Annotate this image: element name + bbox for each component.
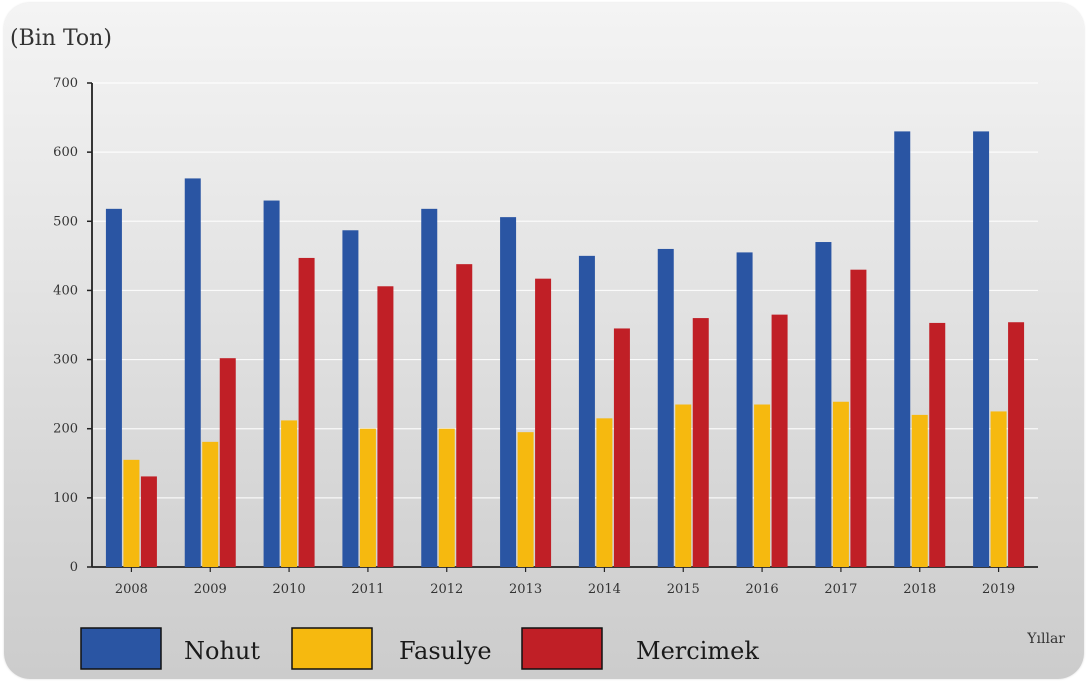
bar-nohut-2015 (657, 248, 674, 567)
bar-nohut-2011 (342, 230, 359, 567)
legend: Nohut Fasulye Mercimek (80, 627, 759, 670)
bar-mercimek-2013 (535, 278, 552, 567)
y-tick-label: 200 (53, 422, 78, 437)
grid-lines (92, 82, 1038, 499)
y-tick-label: 100 (53, 491, 78, 506)
bar-nohut-2016 (736, 252, 753, 567)
tick-labels: 0 100 200 300 400 500 600 700 2008 2009 2010 2011 20… (53, 76, 1015, 597)
x-tick-label: 2019 (982, 582, 1015, 597)
bar-fasulye-2010 (281, 420, 298, 567)
bar-fasulye-2014 (596, 418, 613, 567)
y-tick-label: 500 (53, 214, 78, 229)
bar-chart: 0 100 200 300 400 500 600 700 2008 2009 2010 2011 20… (10, 26, 1065, 670)
bar-nohut-2019 (973, 131, 990, 567)
x-tick-label: 2015 (667, 582, 700, 597)
bar-mercimek-2010 (298, 257, 315, 567)
bar-mercimek-2014 (613, 328, 630, 567)
x-tick-label: 2016 (746, 582, 779, 597)
x-tick-label: 2008 (115, 582, 148, 597)
bar-fasulye-2017 (832, 401, 849, 567)
x-tick-label: 2014 (588, 582, 621, 597)
bar-fasulye-2015 (675, 404, 692, 567)
bar-mercimek-2017 (850, 269, 867, 567)
bar-fasulye-2009 (202, 441, 219, 567)
x-tick-label: 2011 (351, 582, 384, 597)
bar-nohut-2008 (105, 208, 122, 567)
bar-fasulye-2008 (123, 459, 140, 567)
bar-nohut-2017 (815, 242, 832, 567)
bar-fasulye-2018 (911, 414, 928, 567)
y-tick-label: 400 (53, 283, 78, 298)
x-tick-label: 2009 (194, 582, 227, 597)
bar-fasulye-2016 (754, 404, 771, 567)
bar-mercimek-2011 (377, 286, 394, 567)
bar-nohut-2018 (894, 131, 911, 567)
bar-mercimek-2012 (456, 264, 473, 567)
bar-mercimek-2018 (929, 322, 946, 567)
axes (87, 82, 1038, 572)
legend-swatch-mercimek (521, 627, 603, 670)
bar-mercimek-2019 (1008, 322, 1025, 567)
chart-panel: 0 100 200 300 400 500 600 700 2008 2009 2010 2011 20… (4, 3, 1084, 679)
bars (105, 131, 1025, 568)
bar-nohut-2009 (184, 178, 201, 567)
x-tick-label: 2018 (903, 582, 936, 597)
y-tick-label: 0 (70, 560, 78, 575)
legend-label-fasulye: Fasulye (399, 637, 492, 665)
bar-fasulye-2011 (359, 428, 376, 567)
y-tick-label: 600 (53, 145, 78, 160)
bar-fasulye-2012 (438, 428, 455, 567)
bar-nohut-2013 (500, 217, 517, 567)
bar-nohut-2010 (263, 200, 280, 568)
bar-mercimek-2008 (140, 476, 157, 567)
x-tick-label: 2012 (430, 582, 463, 597)
legend-swatch-fasulye (291, 627, 373, 670)
x-axis-label: Yıllar (1026, 631, 1065, 647)
x-tick-label: 2013 (509, 582, 542, 597)
legend-label-nohut: Nohut (184, 637, 260, 665)
bar-fasulye-2019 (990, 411, 1007, 567)
x-tick-label: 2010 (273, 582, 306, 597)
legend-swatch-nohut (80, 627, 162, 670)
legend-label-mercimek: Mercimek (636, 637, 759, 665)
bar-mercimek-2009 (219, 358, 236, 567)
bar-nohut-2014 (578, 255, 595, 567)
bar-mercimek-2015 (692, 318, 709, 567)
y-axis-unit-label: (Bin Ton) (10, 26, 112, 51)
bar-fasulye-2013 (517, 432, 534, 567)
y-tick-label: 300 (53, 353, 78, 368)
bar-nohut-2012 (421, 208, 438, 567)
y-tick-label: 700 (53, 76, 78, 91)
x-tick-label: 2017 (824, 582, 857, 597)
bar-mercimek-2016 (771, 314, 788, 567)
